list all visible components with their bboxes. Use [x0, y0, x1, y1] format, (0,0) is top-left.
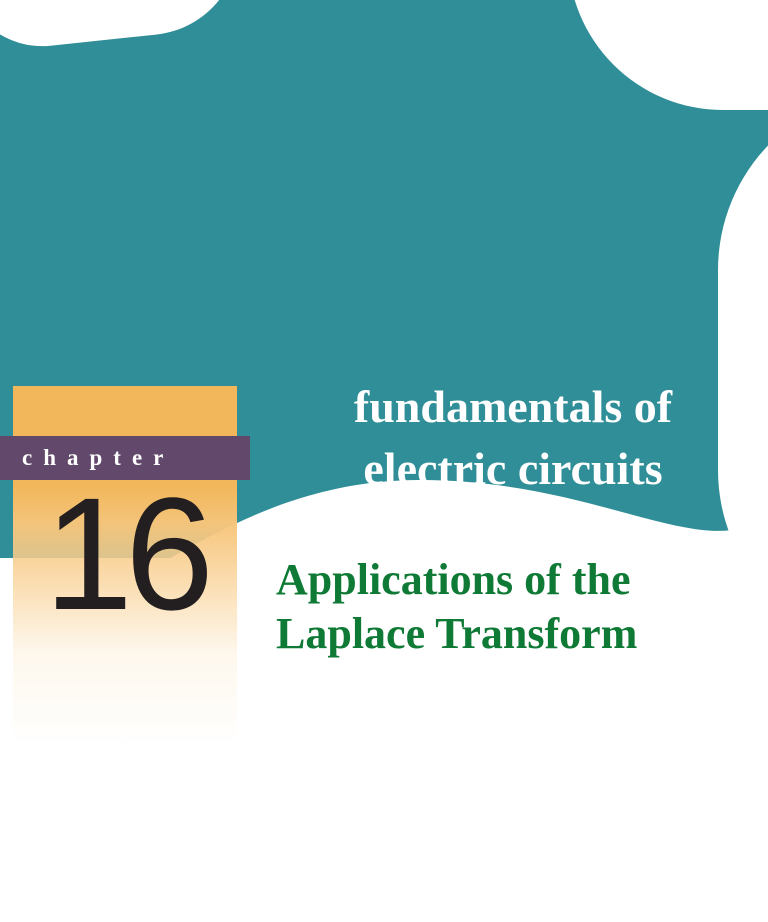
chapter-box: chapter 16	[13, 386, 237, 746]
chapter-number: 16	[13, 462, 237, 646]
chapter-title-line1: Applications of the	[276, 553, 766, 607]
book-title-block: fundamentals of electric circuits	[268, 376, 758, 500]
book-title-line2: electric circuits	[268, 438, 758, 500]
page: chapter 16 fundamentals of electric circ…	[0, 0, 768, 922]
chapter-title-block: Applications of the Laplace Transform	[276, 553, 766, 660]
chapter-title-line2: Laplace Transform	[276, 607, 766, 661]
book-title-line1: fundamentals of	[268, 376, 758, 438]
